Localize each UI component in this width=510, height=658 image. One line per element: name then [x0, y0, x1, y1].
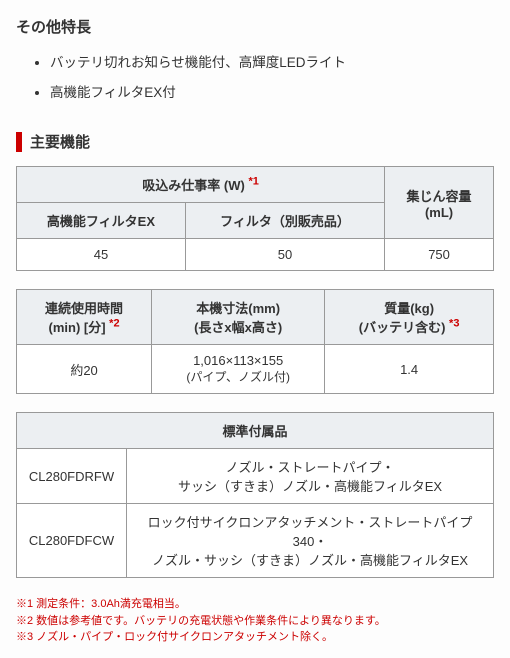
feature-item: バッテリ切れお知らせ機能付、高輝度LEDライト	[50, 51, 494, 71]
main-spec-title-bar: 主要機能	[16, 131, 494, 152]
th-mass-sub: (バッテリ含む)	[359, 320, 446, 335]
footnotes: ※1 測定条件：3.0Ah満充電相当。 ※2 数値は参考値です。バッテリの充電状…	[16, 596, 494, 646]
th-filter-ex: 高機能フィルタEX	[17, 203, 186, 239]
spec-table-accessories: 標準付属品 CL280FDRFW ノズル・ストレートパイプ・ サッシ（すきま）ノ…	[16, 412, 494, 578]
features-list: バッテリ切れお知らせ機能付、高輝度LEDライト 高機能フィルタEX付	[30, 51, 494, 101]
th-size-label: 本機寸法(mm)	[158, 298, 318, 317]
th-runtime: 連続使用時間 (min) [分] *2	[17, 290, 152, 345]
th-dust-unit: (mL)	[391, 205, 487, 220]
spec-table-suction: 吸込み仕事率 (W) *1 集じん容量 (mL) 高機能フィルタEX フィルタ（…	[16, 166, 494, 271]
td-acc-1: ノズル・ストレートパイプ・ サッシ（すきま）ノズル・高機能フィルタEX	[127, 449, 494, 504]
footnote-2: ※2 数値は参考値です。バッテリの充電状態や作業条件により異なります。	[16, 613, 494, 630]
th-size: 本機寸法(mm) (長さx幅x高さ)	[152, 290, 325, 345]
th-filter-opt: フィルタ（別販売品）	[185, 203, 384, 239]
td-model-1: CL280FDRFW	[17, 449, 127, 504]
th-runtime-label: 連続使用時間	[23, 298, 145, 317]
feature-item: 高機能フィルタEX付	[50, 81, 494, 101]
td-acc-2: ロック付サイクロンアタッチメント・ストレートパイプ340・ ノズル・サッシ（すき…	[127, 504, 494, 578]
td-size-line1: 1,016×113×155	[158, 353, 318, 368]
td-model-2: CL280FDFCW	[17, 504, 127, 578]
th-suction: 吸込み仕事率 (W) *1	[17, 167, 385, 203]
td-size-line2: (パイプ、ノズル付)	[158, 368, 318, 385]
th-accessories: 標準付属品	[17, 413, 494, 449]
td-filter-opt-val: 50	[185, 239, 384, 271]
th-mass: 質量(kg) (バッテリ含む) *3	[325, 290, 494, 345]
td-filter-ex-val: 45	[17, 239, 186, 271]
th-mass-label: 質量(kg)	[331, 298, 487, 317]
note-ref-3: *3	[449, 318, 459, 330]
th-size-sub: (長さx幅x高さ)	[158, 317, 318, 336]
td-dust-val: 750	[385, 239, 494, 271]
note-ref-1: *1	[248, 176, 258, 188]
red-accent-bar	[16, 132, 22, 152]
spec-table-runtime: 連続使用時間 (min) [分] *2 本機寸法(mm) (長さx幅x高さ) 質…	[16, 289, 494, 394]
td-mass-val: 1.4	[325, 345, 494, 394]
td-runtime-val: 約20	[17, 345, 152, 394]
th-dust: 集じん容量 (mL)	[385, 167, 494, 239]
note-ref-2: *2	[109, 318, 119, 330]
main-spec-title: 主要機能	[30, 131, 90, 152]
footnote-3: ※3 ノズル・パイプ・ロック付サイクロンアタッチメント除く。	[16, 629, 494, 646]
th-runtime-unit: (min) [分]	[49, 320, 106, 335]
features-title: その他特長	[16, 16, 494, 37]
th-dust-label: 集じん容量	[391, 186, 487, 205]
td-size-val: 1,016×113×155 (パイプ、ノズル付)	[152, 345, 325, 394]
footnote-1: ※1 測定条件：3.0Ah満充電相当。	[16, 596, 494, 613]
th-suction-label: 吸込み仕事率 (W)	[142, 178, 245, 193]
